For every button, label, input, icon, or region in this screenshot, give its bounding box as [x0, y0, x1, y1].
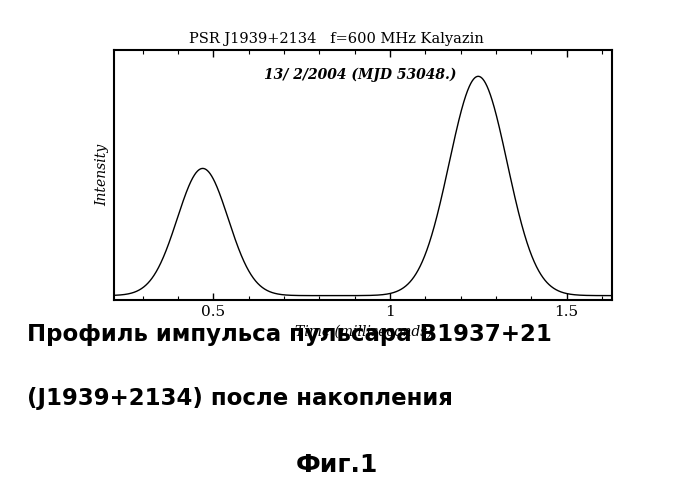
Text: 13/ 2/2004 (MJD 53048.): 13/ 2/2004 (MJD 53048.): [264, 68, 456, 82]
Y-axis label: Intensity: Intensity: [95, 144, 109, 206]
X-axis label: Time (milliseconds): Time (milliseconds): [295, 324, 432, 338]
Text: Профиль импульса пульсара B1937+21: Профиль импульса пульсара B1937+21: [27, 322, 552, 345]
Text: Фиг.1: Фиг.1: [295, 452, 378, 476]
Text: (J1939+2134) после накопления: (J1939+2134) после накопления: [27, 388, 453, 410]
Text: PSR J1939+2134   f=600 MHz Kalyazin: PSR J1939+2134 f=600 MHz Kalyazin: [189, 32, 484, 46]
